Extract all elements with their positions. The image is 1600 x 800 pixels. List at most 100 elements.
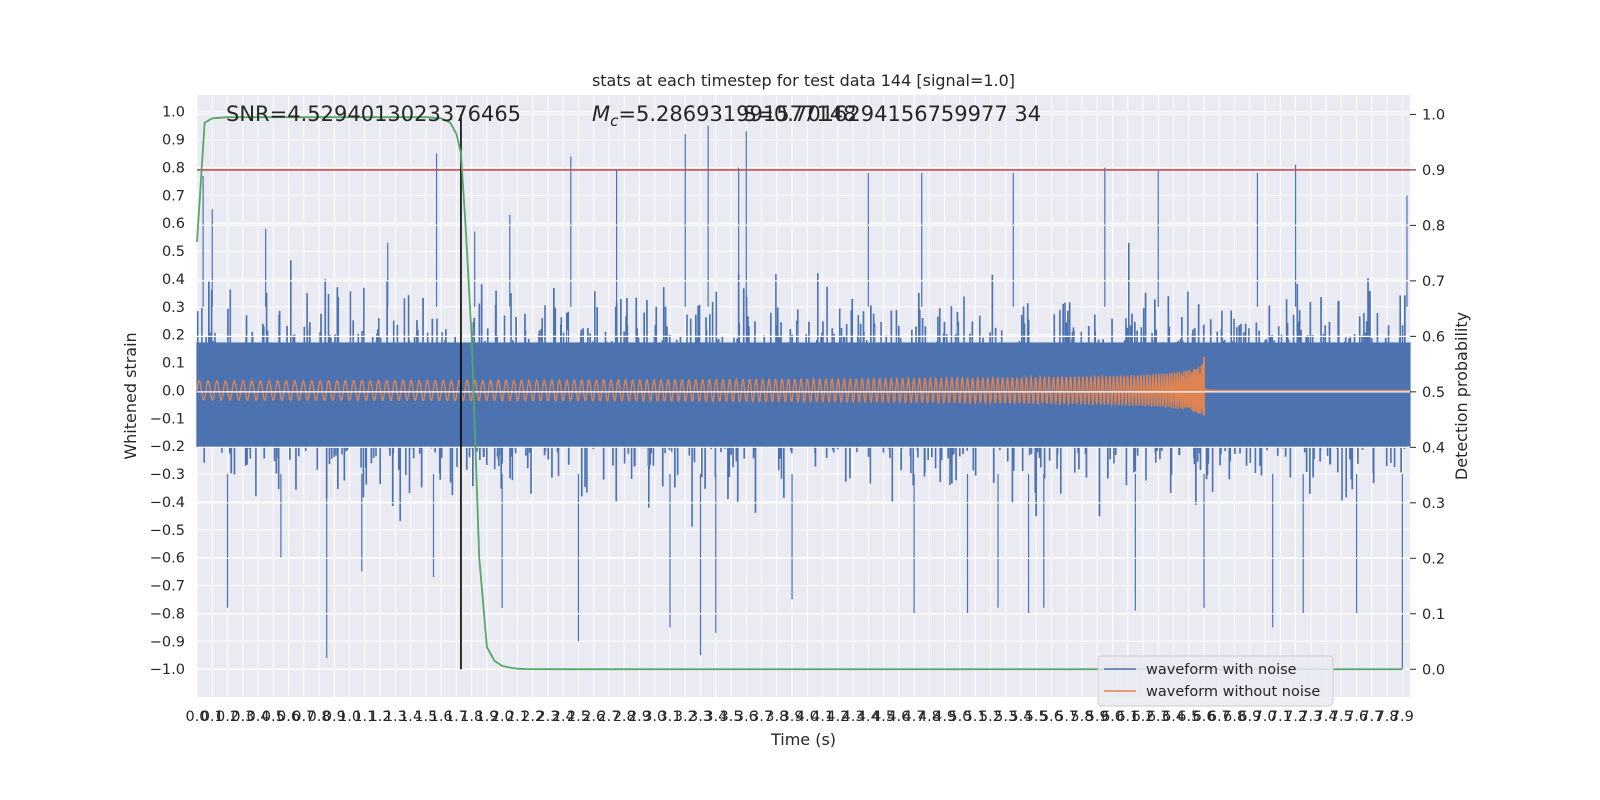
x-tick-label: 1.9 <box>475 709 498 725</box>
x-tick-label: 3.8 <box>765 709 788 725</box>
x-tick-label: 1.0 <box>338 709 361 725</box>
snr-annotation: SNR=4.5294013023376465 <box>226 102 521 126</box>
y-tick-label-right: 0.1 <box>1422 607 1445 623</box>
x-tick-label: 2.8 <box>613 709 636 725</box>
x-tick-label: 1.1 <box>353 709 376 725</box>
x-tick-label: 4.5 <box>872 709 895 725</box>
x-tick-label: 5.1 <box>964 709 987 725</box>
x-tick-label: 0.6 <box>277 709 300 725</box>
x-tick-label: 5.4 <box>1009 709 1032 725</box>
x-tick-label: 6.3 <box>1147 709 1170 725</box>
x-tick-label: 5.5 <box>1025 709 1048 725</box>
x-tick-label: 7.2 <box>1284 709 1307 725</box>
x-tick-label: 5.6 <box>1040 709 1063 725</box>
chart-title: stats at each timestep for test data 144… <box>592 71 1015 90</box>
x-tick-label: 6.4 <box>1162 709 1185 725</box>
x-tick-label: 4.9 <box>933 709 956 725</box>
x-tick-label: 0.0 <box>185 709 208 725</box>
y-tick-label-right: 0.9 <box>1422 163 1445 179</box>
x-tick-label: 0.4 <box>247 709 270 725</box>
y-tick-label-left: −0.9 <box>150 634 185 650</box>
legend-box <box>1097 655 1334 707</box>
x-tick-label: 2.7 <box>597 709 620 725</box>
legend-label-clean: waveform without noise <box>1146 684 1320 700</box>
chirp-mass-symbol: M <box>592 102 610 126</box>
y-tick-label-right: 0.4 <box>1422 440 1445 456</box>
y-tick-label-left: 0.8 <box>162 160 185 176</box>
y-tick-label-left: 0.5 <box>162 244 185 260</box>
x-tick-label: 2.9 <box>628 709 651 725</box>
x-tick-label: 4.7 <box>903 709 926 725</box>
y-tick-label-left: −0.3 <box>150 467 185 483</box>
x-tick-label: 7.4 <box>1315 709 1338 725</box>
detection-probability-series <box>196 116 1403 671</box>
x-tick-label: 2.4 <box>552 709 575 725</box>
x-tick-label: 0.2 <box>216 709 239 725</box>
x-tick-label: 7.3 <box>1299 709 1322 725</box>
x-tick-label: 7.0 <box>1254 709 1277 725</box>
y-tick-label-right: 0.2 <box>1422 551 1445 567</box>
x-tick-label: 6.9 <box>1238 709 1261 725</box>
plot-area: 0.00.10.20.30.40.50.60.70.80.91.01.11.21… <box>150 95 1445 725</box>
x-tick-label: 5.0 <box>948 709 971 725</box>
x-tick-label: 7.5 <box>1330 709 1353 725</box>
y-tick-label-left: 0.9 <box>162 133 185 149</box>
x-tick-label: 0.7 <box>292 709 315 725</box>
x-tick-label: 3.1 <box>658 709 681 725</box>
x-tick-label: 3.2 <box>674 709 697 725</box>
x-tick-label: 1.6 <box>430 709 453 725</box>
clean-waveform-series <box>196 364 1410 414</box>
chirp-mass-value: =5.286931991577148 <box>618 102 856 126</box>
x-tick-label: 5.2 <box>979 709 1002 725</box>
x-tick-label: 7.7 <box>1360 709 1383 725</box>
x-tick-label: 4.4 <box>857 709 880 725</box>
y-tick-label-left: 0.2 <box>162 328 185 344</box>
x-axis-label: Time (s) <box>770 730 836 749</box>
y-tick-label-left: 0.1 <box>162 356 185 372</box>
x-tick-label: 2.6 <box>582 709 605 725</box>
x-tick-label: 7.1 <box>1269 709 1292 725</box>
x-tick-label: 3.6 <box>735 709 758 725</box>
y-tick-label-left: −0.6 <box>150 551 185 567</box>
y-axis-label-right: Detection probability <box>1452 312 1471 480</box>
overlap-annotation: S=0.7016294156759977 34 <box>743 102 1041 126</box>
y-tick-label-right: 0.7 <box>1422 274 1445 290</box>
x-tick-label: 2.3 <box>536 709 559 725</box>
x-tick-label: 7.9 <box>1391 709 1414 725</box>
x-tick-label: 1.4 <box>399 709 422 725</box>
x-tick-label: 5.8 <box>1070 709 1093 725</box>
y-tick-label-left: −0.2 <box>150 439 185 455</box>
y-tick-label-right: 0.5 <box>1422 385 1445 401</box>
x-tick-label: 1.3 <box>384 709 407 725</box>
x-tick-label: 1.8 <box>460 709 483 725</box>
y-tick-label-left: −0.8 <box>150 606 185 622</box>
x-tick-label: 7.6 <box>1345 709 1368 725</box>
x-tick-label: 6.1 <box>1116 709 1139 725</box>
x-tick-label: 0.3 <box>231 709 254 725</box>
legend: waveform with noise waveform without noi… <box>1097 655 1334 707</box>
y-tick-label-left: −1.0 <box>150 662 185 678</box>
y-tick-label-left: 0.4 <box>162 272 185 288</box>
x-tick-label: 3.0 <box>643 709 666 725</box>
x-tick-label: 3.3 <box>689 709 712 725</box>
x-tick-label: 4.0 <box>796 709 819 725</box>
y-tick-label-right: 0.0 <box>1422 662 1445 678</box>
x-tick-label: 2.2 <box>521 709 544 725</box>
x-tick-label: 6.7 <box>1208 709 1231 725</box>
y-tick-label-right: 0.6 <box>1422 329 1445 345</box>
x-tick-label: 5.3 <box>994 709 1017 725</box>
x-tick-label: 5.9 <box>1086 709 1109 725</box>
x-tick-label: 2.5 <box>567 709 590 725</box>
y-ticks-right: 1.0 0.9 0.8 0.7 0.6 0.5 0.4 0.3 0.2 0.1 0.0 <box>197 107 1445 678</box>
x-tick-label: 2.1 <box>506 709 529 725</box>
chirp-mass-annotation: Mc=5.286931991577148 <box>592 102 856 130</box>
x-tick-label: 4.3 <box>842 709 865 725</box>
x-tick-label: 0.9 <box>323 709 346 725</box>
x-tick-label: 1.2 <box>369 709 392 725</box>
y-tick-label-right: 1.0 <box>1422 107 1445 123</box>
y-tick-label-left: 0.3 <box>162 300 185 316</box>
y-tick-label-left: −0.1 <box>150 411 185 427</box>
x-tick-label: 1.7 <box>445 709 468 725</box>
x-tick-label: 4.8 <box>918 709 941 725</box>
